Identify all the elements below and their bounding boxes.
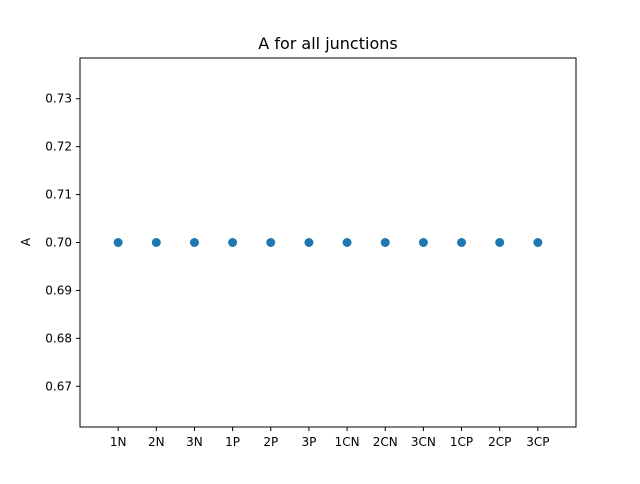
- plot-area-frame: [79, 57, 577, 428]
- y-tick-label: 0.69: [45, 283, 72, 297]
- x-tick-label: 1N: [110, 435, 127, 449]
- x-tick-label: 1P: [225, 435, 240, 449]
- x-tick-label: 3CN: [411, 435, 436, 449]
- y-tick-label: 0.71: [45, 188, 72, 202]
- y-tick-label: 0.70: [45, 236, 72, 250]
- y-axis-label: A: [19, 237, 33, 246]
- data-point-1CP: [457, 238, 467, 247]
- y-tick-label: 0.73: [45, 92, 72, 106]
- data-point-2P: [266, 238, 276, 247]
- x-tick-label: 1CP: [450, 435, 473, 449]
- data-point-3N: [189, 238, 199, 247]
- data-point-1CN: [342, 238, 352, 247]
- chart-title: A for all junctions: [258, 34, 397, 53]
- data-point-3CN: [418, 238, 428, 247]
- x-tick-label: 1CN: [335, 435, 360, 449]
- data-point-3P: [304, 238, 314, 247]
- x-tick-label: 2N: [148, 435, 165, 449]
- data-points: [113, 238, 543, 247]
- x-axis-ticks: 1N 2N 3N 1P 2P 3P 1CN 2CN 3CN 1CP 2CP 3CP: [110, 427, 549, 449]
- x-tick-label: 3N: [186, 435, 203, 449]
- data-point-3CP: [533, 238, 543, 247]
- data-point-1N: [113, 238, 123, 247]
- x-tick-label: 2CN: [373, 435, 398, 449]
- x-tick-label: 3CP: [526, 435, 549, 449]
- data-point-2CN: [380, 238, 390, 247]
- x-tick-label: 2CP: [488, 435, 511, 449]
- data-point-2CP: [495, 238, 505, 247]
- y-tick-label: 0.67: [45, 379, 72, 393]
- x-tick-label: 2P: [263, 435, 278, 449]
- y-tick-label: 0.72: [45, 140, 72, 154]
- x-tick-label: 3P: [301, 435, 316, 449]
- y-axis-ticks: 0.67 0.68 0.69 0.70 0.71 0.72 0.73: [45, 92, 80, 393]
- y-tick-label: 0.68: [45, 331, 72, 345]
- data-point-1P: [228, 238, 238, 247]
- data-point-2N: [151, 238, 161, 247]
